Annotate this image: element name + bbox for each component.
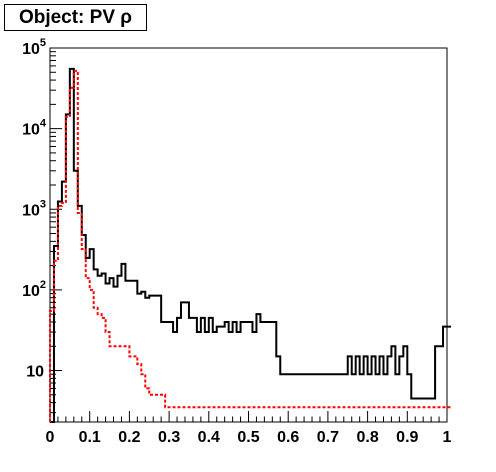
x-tick-label: 0.5 [237, 429, 259, 446]
x-tick-label: 0 [46, 429, 55, 446]
y-tick-label: 105 [22, 37, 46, 58]
x-tick-label: 0.2 [118, 429, 140, 446]
x-tick-label: 0.9 [396, 429, 418, 446]
chart-title: Object: PV ρ [4, 4, 147, 31]
x-tick-label: 0.4 [198, 429, 220, 446]
x-tick-label: 0.8 [356, 429, 378, 446]
y-axis: 10 102 103 104 105 [22, 37, 62, 414]
x-tick-label: 0.3 [158, 429, 180, 446]
y-tick-label: 104 [22, 118, 47, 139]
series-line-1 [49, 69, 451, 422]
x-axis: 0 0.1 0.2 0.3 0.4 0.5 0.6 0.7 0.8 0.9 1 [46, 411, 452, 446]
x-tick-label: 0.6 [277, 429, 299, 446]
series-line-0 [50, 67, 451, 423]
x-tick-label: 0.7 [317, 429, 339, 446]
series-layer [49, 67, 451, 423]
y-tick-label: 102 [22, 279, 46, 300]
y-tick-label: 10 [26, 364, 44, 381]
x-tick-label: 0.1 [79, 429, 101, 446]
y-tick-label: 103 [22, 198, 46, 219]
x-tick-label: 1 [443, 429, 452, 446]
